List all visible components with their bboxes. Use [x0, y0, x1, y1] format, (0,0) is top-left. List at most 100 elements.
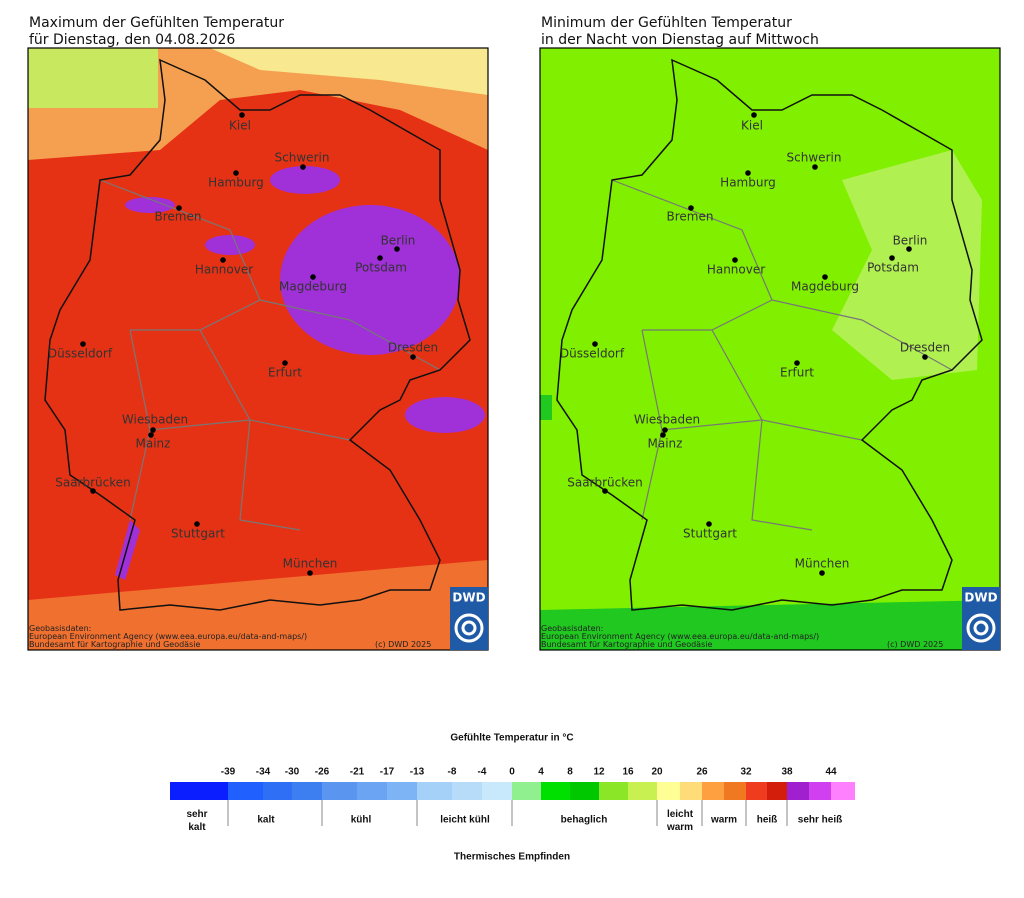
- city-label: Magdeburg: [791, 280, 859, 294]
- color-segment: [787, 782, 809, 800]
- city-dot: [194, 521, 200, 527]
- city-dot: [751, 112, 757, 118]
- color-segment: [541, 782, 570, 800]
- country-border: [556, 58, 983, 611]
- tick-label: 38: [781, 767, 793, 778]
- tick-label: 16: [622, 767, 634, 778]
- legend: Gefühlte Temperatur in °C -39 -34 -30 -26 -21…: [170, 733, 855, 863]
- city-label: Bremen: [667, 210, 714, 224]
- logo-text: DWD: [452, 591, 485, 605]
- city-label: Saarbrücken: [55, 476, 131, 490]
- tick-label: 8: [567, 767, 573, 778]
- city-label: München: [795, 557, 850, 571]
- city-dot: [80, 341, 86, 347]
- city-dot: [812, 164, 818, 170]
- logo-text: DWD: [964, 591, 997, 605]
- color-segment: [724, 782, 746, 800]
- color-segment: [387, 782, 417, 800]
- map-subtitle: in der Nacht von Dienstag auf Mittwoch: [541, 32, 819, 48]
- color-segment: [570, 782, 599, 800]
- category-label: kühl: [351, 815, 372, 826]
- tick-label: -4: [478, 767, 487, 778]
- city-label: Berlin: [381, 234, 416, 248]
- city-label: Kiel: [229, 119, 251, 133]
- color-segment: [417, 782, 452, 800]
- city-dot: [889, 255, 895, 261]
- credit-text: Bundesamt für Kartographie und Geodäsie: [541, 640, 712, 649]
- category-label: sehr heiß: [798, 815, 842, 826]
- color-segment: [767, 782, 787, 800]
- tick-label: -13: [410, 767, 425, 778]
- color-segment: [482, 782, 512, 800]
- city-label: Schwerin: [787, 151, 842, 165]
- tick-label: -34: [256, 767, 271, 778]
- city-dot: [239, 112, 245, 118]
- color-segment: [228, 782, 263, 800]
- map-title: Maximum der Gefühlten Temperatur: [29, 15, 284, 31]
- city-label: Düsseldorf: [560, 347, 625, 361]
- logo-spiral: [461, 620, 477, 636]
- city-dot: [660, 432, 666, 438]
- city-label: Hamburg: [208, 176, 264, 190]
- city-dot: [592, 341, 598, 347]
- tick-label: -17: [380, 767, 395, 778]
- logo-spiral: [454, 613, 484, 643]
- color-segment: [831, 782, 855, 800]
- map-subtitle: für Dienstag, den 04.08.2026: [29, 32, 235, 48]
- color-segment: [680, 782, 702, 800]
- color-segment: [292, 782, 322, 800]
- color-segment: [512, 782, 541, 800]
- color-segment: [599, 782, 628, 800]
- map-frame: [539, 47, 1001, 651]
- city-label: Magdeburg: [279, 280, 347, 294]
- city-dot: [794, 360, 800, 366]
- city-dot: [300, 164, 306, 170]
- city-dot: [150, 427, 156, 433]
- credit-text: Geobasisdaten:: [541, 624, 603, 633]
- cool-zone: [540, 395, 552, 420]
- city-label: Mainz: [648, 437, 683, 451]
- map-area: Kiel Schwerin Hamburg Bremen Berlin Potsdam Ha…: [28, 48, 488, 650]
- city-dot: [822, 274, 828, 280]
- tick-label: 20: [651, 767, 663, 778]
- city-dot: [922, 354, 928, 360]
- map-title: Minimum der Gefühlten Temperatur: [541, 15, 792, 31]
- city-dot: [377, 255, 383, 261]
- logo-spiral: [973, 620, 989, 636]
- tick-label: 32: [740, 767, 752, 778]
- tick-label: 4: [538, 767, 544, 778]
- tick-label: 26: [696, 767, 708, 778]
- color-segment: [170, 782, 228, 800]
- city-dot: [732, 257, 738, 263]
- city-label: Wiesbaden: [634, 413, 700, 427]
- city-label: Potsdam: [867, 261, 919, 275]
- color-segment: [263, 782, 292, 800]
- category-label: leicht warm: [666, 809, 694, 833]
- very-hot-zone: [280, 205, 460, 355]
- city-dot: [410, 354, 416, 360]
- color-segment: [322, 782, 357, 800]
- legend-title: Gefühlte Temperatur in °C: [450, 733, 573, 744]
- city-label: Berlin: [893, 234, 928, 248]
- category-label: kalt: [257, 815, 275, 826]
- city-dot: [310, 274, 316, 280]
- city-dot: [176, 205, 182, 211]
- color-segment: [657, 782, 680, 800]
- credit-text: Bundesamt für Kartographie und Geodäsie: [29, 640, 200, 649]
- state-borders: [611, 179, 953, 531]
- city-label: Erfurt: [780, 366, 814, 380]
- tick-label: -8: [448, 767, 457, 778]
- tick-label: -39: [221, 767, 236, 778]
- state-borders: [99, 179, 441, 531]
- city-label: Kiel: [741, 119, 763, 133]
- city-label: Dresden: [388, 341, 438, 355]
- tick-label: -26: [315, 767, 330, 778]
- category-label: warm: [710, 815, 737, 826]
- city-label: Potsdam: [355, 261, 407, 275]
- city-dot: [602, 488, 608, 494]
- very-hot-zone: [115, 520, 140, 580]
- city-label: Stuttgart: [171, 527, 225, 541]
- color-segment: [628, 782, 657, 800]
- cool-zone: [540, 600, 1000, 650]
